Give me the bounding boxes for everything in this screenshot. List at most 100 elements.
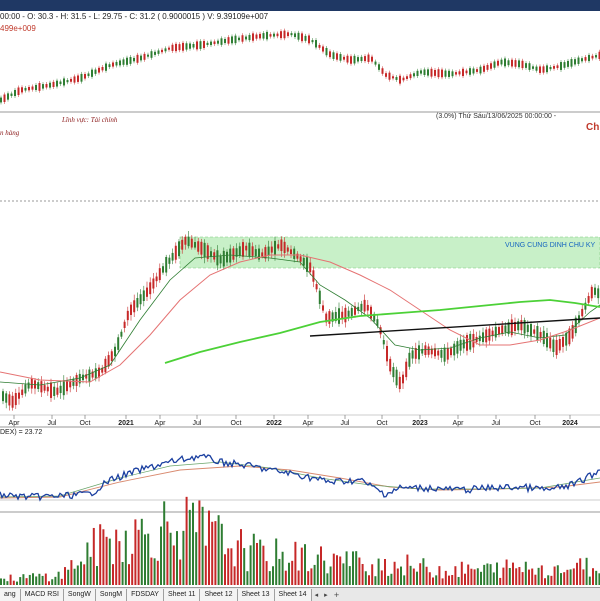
volume-bar (362, 564, 364, 585)
volume-bar (13, 581, 15, 585)
volume-bar (64, 567, 66, 585)
volume-bar (80, 562, 82, 585)
candle (239, 246, 241, 255)
volume-bar (240, 529, 242, 585)
top-candle (200, 41, 202, 49)
top-candle (487, 65, 489, 70)
top-candle (238, 38, 240, 41)
top-candle (424, 69, 426, 75)
top-candle (67, 80, 69, 82)
top-candle (7, 93, 9, 99)
candle (172, 253, 174, 261)
volume-bar (346, 551, 348, 585)
candle (412, 350, 414, 358)
top-candle (217, 41, 219, 44)
volume-bar (61, 579, 63, 585)
candle (533, 329, 535, 333)
top-candle (459, 71, 461, 74)
candle (168, 258, 170, 264)
add-sheet-icon[interactable]: + (331, 589, 343, 601)
top-candle (203, 41, 205, 48)
candle (31, 378, 33, 389)
candle (418, 345, 420, 359)
volume-bar (486, 563, 488, 585)
top-candle (294, 33, 296, 37)
candle (344, 308, 346, 322)
sheet-tab[interactable]: MACD RSI (21, 589, 64, 601)
candle (402, 375, 404, 384)
top-candle (536, 67, 538, 71)
industry-label: n hàng (0, 129, 19, 137)
candle (383, 340, 385, 344)
volume-bar (531, 569, 533, 585)
scroll-left-icon[interactable]: ◂ (312, 589, 322, 601)
time-axis-label: Oct (80, 420, 91, 427)
sheet-tab[interactable]: FDSDAY (127, 589, 164, 601)
sheet-tab[interactable]: SongM (96, 589, 127, 601)
top-price-series (0, 29, 600, 105)
top-candle (291, 33, 293, 35)
sheet-tab[interactable]: SongW (64, 589, 96, 601)
candle (40, 381, 42, 392)
top-candle (585, 57, 587, 61)
top-candle (431, 69, 433, 77)
volume-bar (557, 565, 559, 585)
candle (322, 305, 324, 310)
top-candle (354, 56, 356, 64)
candle (143, 290, 145, 301)
volume-bar (550, 576, 552, 585)
top-candle (455, 72, 457, 74)
top-candle (182, 43, 184, 51)
top-candle (578, 58, 580, 64)
candle (63, 380, 65, 395)
candle (56, 388, 58, 395)
candle (364, 300, 366, 312)
candle (440, 350, 442, 358)
top-candle (172, 45, 174, 51)
indicator-main-line (0, 455, 600, 501)
candle (268, 247, 270, 256)
top-candle (49, 83, 51, 88)
candle (261, 252, 263, 256)
sheet-tab[interactable]: ang (0, 589, 21, 601)
volume-bar (259, 540, 261, 585)
volume-bar (86, 542, 88, 585)
scroll-right-icon[interactable]: ▸ (321, 589, 331, 601)
time-axis-label: Jul (193, 420, 202, 427)
volume-bar (480, 572, 482, 585)
volume-bar (163, 501, 165, 585)
sheet-tab[interactable]: Sheet 13 (238, 589, 275, 601)
volume-bar (166, 522, 168, 585)
top-candle (319, 45, 321, 48)
volume-bar (467, 565, 469, 585)
top-candle (70, 79, 72, 82)
volume-bar (32, 573, 34, 585)
volume-bar (538, 568, 540, 585)
candle (104, 359, 106, 372)
volume-bar (112, 564, 114, 585)
top-candle (95, 70, 97, 74)
top-candle (116, 62, 118, 66)
ma-short-line (0, 255, 600, 385)
sheet-tab[interactable]: Sheet 12 (200, 589, 237, 601)
volume-bar (6, 581, 8, 585)
volume-bar (74, 569, 76, 585)
sheet-tab[interactable]: Sheet 11 (164, 589, 201, 601)
volume-bar (435, 575, 437, 585)
volume-bar (442, 578, 444, 585)
top-candle (476, 69, 478, 72)
candle (316, 284, 318, 289)
top-candle (179, 44, 181, 50)
sheet-tab[interactable]: Sheet 14 (275, 589, 312, 601)
top-candle (501, 60, 503, 65)
top-candle (112, 62, 114, 66)
volume-bar (403, 575, 405, 585)
top-candle (21, 87, 23, 92)
volume-bar (160, 527, 162, 585)
candle (130, 305, 132, 315)
candle (24, 384, 26, 393)
top-candle (452, 71, 454, 76)
volume-bar (208, 511, 210, 585)
candle (367, 305, 369, 311)
